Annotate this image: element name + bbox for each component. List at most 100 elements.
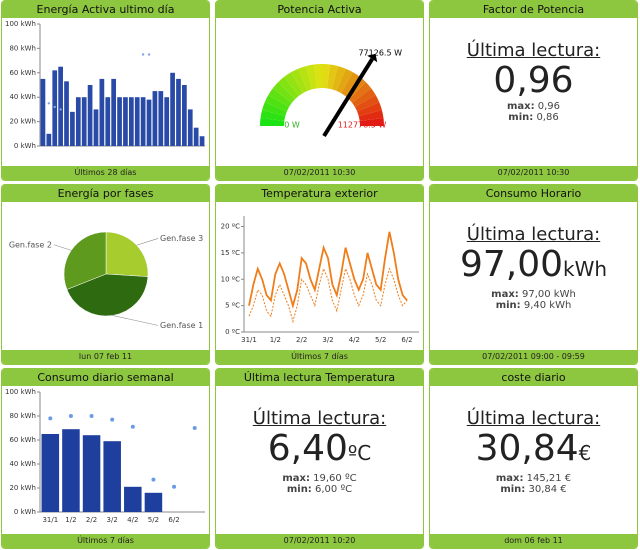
bar	[199, 136, 205, 146]
widget-body: Última lectura: 6,40ºC max: 19,60 ºC min: 6…	[216, 386, 423, 534]
x-tick-label: 3/2	[107, 516, 118, 524]
min-value: 0,86	[536, 112, 559, 123]
x-tick-label: 5/2	[148, 516, 159, 524]
reading-heading: Última lectura:	[466, 40, 601, 61]
bar	[41, 434, 60, 512]
bar	[52, 70, 58, 146]
y-tick-label: 0 ºC	[225, 328, 240, 336]
widget-title: Energía Activa ultimo día	[2, 1, 209, 18]
point	[172, 484, 177, 489]
bar	[40, 78, 46, 146]
x-tick-label: 1/2	[270, 336, 281, 344]
widget-title: Consumo diario semanal	[2, 369, 209, 386]
chart: 77126.5 W 0 W 112778.5 W	[260, 48, 402, 138]
reading-value: 97,00	[459, 244, 563, 285]
reading-value-row: 97,00kWh	[430, 245, 637, 289]
gauge-band	[305, 64, 318, 90]
reading-value: 6,40	[267, 428, 348, 469]
gauge-band	[278, 76, 299, 100]
widget-title: Temperatura exterior	[216, 185, 423, 202]
reading-min: min: 6,00 ºC	[216, 484, 423, 495]
widget-card: Consumo diario semanal 0 kWh 20 kWh 40 kWh 6…	[1, 368, 210, 549]
reading-max: max: 0,96	[430, 101, 637, 112]
bar	[81, 97, 87, 146]
reading: Última lectura: 30,84€ max: 145,21 € min: 3…	[430, 386, 637, 495]
widget-card: Consumo Horario Última lectura: 97,00kWh ma…	[429, 184, 638, 365]
point	[59, 108, 62, 111]
min-label: min:	[500, 484, 526, 495]
widget-card: Potencia Activa 77126.5 W 0 W 112778.5 W 07/…	[215, 0, 424, 181]
x-tick-label: 31/1	[42, 516, 58, 524]
gauge-band	[352, 88, 376, 107]
gauge-max: 112778.5 W	[338, 121, 387, 130]
reading: Última lectura: 0,96 max: 0,96 min: 0,86	[430, 18, 637, 123]
min-label: min:	[286, 484, 312, 495]
reading-max: max: 145,21 €	[430, 473, 637, 484]
bar	[164, 97, 170, 146]
x-tick-label: 4/2	[349, 336, 360, 344]
widget-card: Última lectura Temperatura Última lectura…	[215, 368, 424, 549]
gauge-band	[298, 66, 313, 91]
bar	[87, 85, 93, 146]
widget-title: coste diario	[430, 369, 637, 386]
widget-body: Última lectura: 0,96 max: 0,96 min: 0,86	[430, 18, 637, 166]
bar	[103, 441, 121, 512]
bar	[128, 97, 134, 146]
bar	[62, 429, 80, 512]
point	[53, 105, 56, 109]
bar	[82, 435, 101, 512]
bar	[158, 91, 164, 146]
reading-unit: ºC	[347, 441, 372, 465]
max-label: max:	[282, 473, 310, 484]
reading-heading: Última lectura:	[466, 408, 601, 429]
x-tick-label: 31/1	[241, 336, 257, 344]
y-tick-label: 100 kWh	[5, 20, 36, 28]
reading-min: min: 30,84 €	[430, 484, 637, 495]
widget-footer: 07/02/2011 09:00 - 09:59	[430, 350, 637, 364]
reading: Última lectura: 6,40ºC max: 19,60 ºC min: 6…	[216, 386, 423, 495]
gauge-band	[358, 109, 384, 122]
bar	[111, 78, 117, 146]
y-tick-label: 0 kWh	[14, 508, 36, 516]
chart: 0 ºC 5 ºC 10 ºC 15 ºC 20 ºC 31/1 1/2 2/2 3/2 4/2 5…	[221, 216, 419, 344]
bar	[182, 85, 187, 146]
widget-footer: Últimos 7 días	[2, 534, 209, 548]
gauge-value: 77126.5 W	[358, 48, 402, 57]
gauge-band	[336, 68, 353, 94]
gauge-band	[354, 95, 380, 112]
widget-body: Última lectura: 97,00kWh max: 97,00 kWh min…	[430, 202, 637, 350]
reading: Última lectura: 97,00kWh max: 97,00 kWh min…	[430, 202, 637, 311]
gauge-band	[359, 117, 384, 126]
pie-slice	[105, 231, 149, 277]
x-tick-label: 6/2	[401, 336, 412, 344]
widget-title: Consumo Horario	[430, 185, 637, 202]
y-tick-label: 60 kWh	[9, 69, 36, 77]
bar	[140, 97, 146, 146]
max-value: 97,00 kWh	[521, 289, 576, 300]
gauge-band	[322, 64, 331, 89]
widget-body: 0 ºC 5 ºC 10 ºC 15 ºC 20 ºC 31/1 1/2 2/2 3/2 4/2 5…	[216, 202, 423, 350]
reading-heading: Última lectura:	[252, 408, 387, 429]
needle	[322, 57, 374, 138]
needle-head	[367, 53, 378, 63]
bar	[124, 486, 142, 512]
y-tick-label: 20 ºC	[221, 223, 240, 231]
widget-body: 0 kWh 20 kWh 40 kWh 60 kWh 80 kWh 100 kWh 31/1…	[2, 386, 209, 534]
point	[130, 424, 135, 429]
reading-heading: Última lectura:	[466, 224, 601, 245]
x-tick-label: 3/2	[322, 336, 333, 344]
min-label: min:	[495, 300, 521, 311]
gauge-band	[291, 68, 308, 94]
gauge-band	[268, 88, 292, 107]
y-tick-label: 10 ºC	[221, 275, 240, 283]
y-tick-label: 100 kWh	[5, 388, 36, 396]
x-tick-label: 2/2	[296, 336, 307, 344]
y-tick-label: 40 kWh	[9, 460, 36, 468]
gauge-band	[313, 64, 322, 89]
bar	[105, 97, 111, 146]
chart: Gen.fase 3 Gen.fase 1 Gen.fase 2	[9, 231, 203, 330]
widget-card: Energía Activa ultimo día 0 kWh 20 kWh 40 k…	[1, 0, 210, 181]
line-series	[248, 267, 408, 324]
widget-body: 77126.5 W 0 W 112778.5 W	[216, 18, 423, 166]
